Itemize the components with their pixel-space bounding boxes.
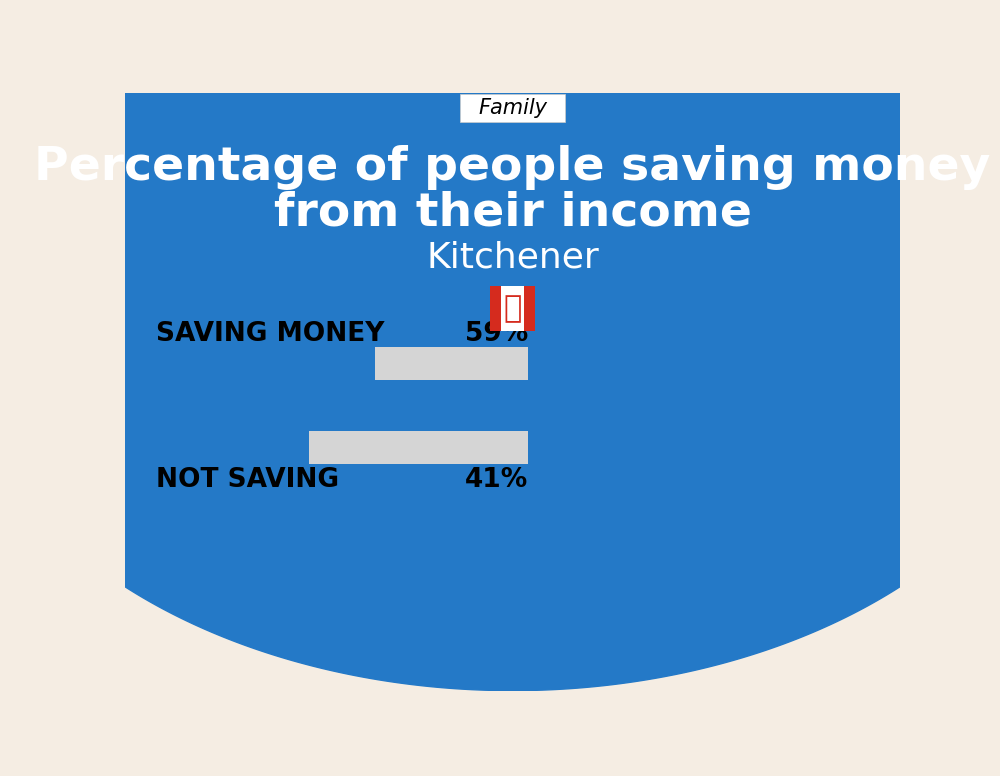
FancyBboxPatch shape bbox=[156, 431, 528, 463]
Polygon shape bbox=[0, 0, 1000, 691]
Text: 41%: 41% bbox=[465, 466, 528, 493]
FancyBboxPatch shape bbox=[524, 286, 535, 331]
Text: NOT SAVING: NOT SAVING bbox=[156, 466, 339, 493]
Text: Kitchener: Kitchener bbox=[426, 241, 599, 275]
Text: 🍁: 🍁 bbox=[503, 294, 522, 323]
Text: from their income: from their income bbox=[274, 190, 751, 235]
FancyBboxPatch shape bbox=[490, 286, 501, 331]
FancyBboxPatch shape bbox=[460, 94, 565, 123]
Text: 59%: 59% bbox=[465, 321, 528, 347]
Text: Family: Family bbox=[478, 98, 547, 118]
Polygon shape bbox=[125, 64, 900, 320]
FancyBboxPatch shape bbox=[156, 431, 309, 463]
FancyBboxPatch shape bbox=[490, 286, 535, 331]
FancyBboxPatch shape bbox=[156, 347, 528, 380]
Text: Percentage of people saving money: Percentage of people saving money bbox=[34, 145, 991, 190]
Text: SAVING MONEY: SAVING MONEY bbox=[156, 321, 384, 347]
FancyBboxPatch shape bbox=[156, 347, 375, 380]
